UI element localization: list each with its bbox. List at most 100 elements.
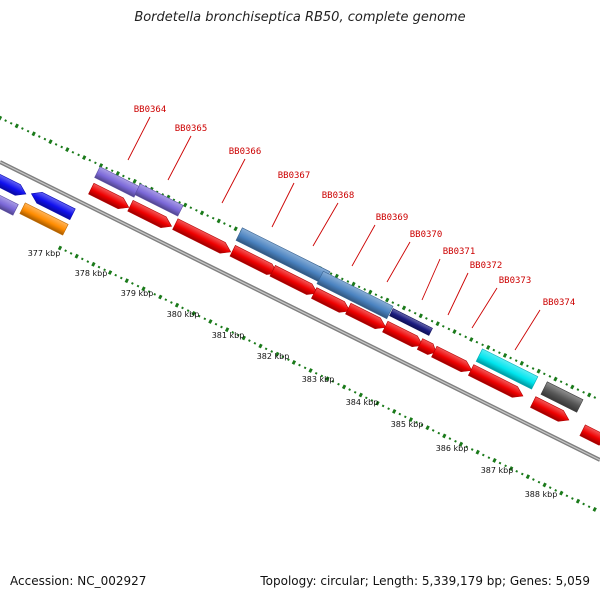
dot-mark — [275, 351, 280, 357]
dot-mark — [353, 390, 357, 394]
dot-mark — [515, 469, 519, 473]
gene-leader-line — [271, 182, 295, 228]
dot-mark — [553, 376, 558, 382]
dot-mark — [401, 305, 407, 311]
dot-mark — [465, 445, 468, 449]
dot-mark — [9, 121, 13, 125]
dot-mark — [348, 388, 351, 391]
gene-label-bb0370: BB0370 — [410, 230, 443, 240]
feature-red-3 — [172, 218, 232, 254]
gene-leader-line — [386, 241, 411, 283]
dot-mark — [248, 339, 251, 342]
backbone-line-inner — [0, 161, 600, 461]
dot-mark — [189, 206, 193, 210]
gene-label-bb0371: BB0371 — [443, 247, 476, 257]
dot-mark — [548, 375, 552, 378]
dot-mark — [475, 340, 479, 344]
dot-mark — [548, 486, 552, 489]
dot-mark — [442, 433, 447, 439]
dot-mark — [82, 155, 87, 161]
dot-mark — [435, 321, 440, 327]
feature-purple-bb0365 — [134, 183, 184, 217]
dot-mark — [37, 135, 41, 138]
dot-mark — [287, 358, 290, 361]
dot-mark — [519, 360, 524, 366]
dot-mark — [464, 335, 468, 339]
dot-mark — [469, 337, 474, 342]
dot-mark — [308, 368, 313, 373]
gene-labels: BB0364BB0365BB0366BB0367BB0368BB0369BB03… — [127, 105, 576, 351]
dot-mark — [211, 216, 215, 220]
dot-mark — [122, 174, 125, 178]
dot-mark — [504, 464, 507, 468]
map-title: Bordetella bronchiseptica RB50, complete… — [134, 10, 466, 25]
feature-red-2 — [127, 199, 173, 228]
position-label: 387 kbp — [481, 466, 514, 475]
feature-gray-bb0374 — [540, 381, 584, 413]
dot-mark — [258, 343, 263, 349]
dot-mark — [481, 453, 485, 457]
feature-purple-bb0364 — [94, 166, 140, 198]
feature-red-1 — [88, 182, 130, 210]
gene-label-bb0368: BB0368 — [322, 191, 355, 201]
position-label: 379 kbp — [121, 289, 154, 298]
dot-mark — [97, 265, 101, 269]
dot-mark — [228, 224, 232, 228]
position-label: 386 kbp — [436, 444, 469, 453]
dot-mark — [241, 335, 246, 341]
dot-mark — [115, 170, 120, 176]
dot-mark — [525, 474, 531, 480]
dot-mark — [31, 131, 36, 137]
gene-leader-line — [421, 258, 441, 301]
dot-mark — [447, 327, 451, 331]
dot-mark — [565, 383, 569, 386]
dot-mark — [224, 327, 230, 333]
feature-red-7 — [345, 302, 387, 330]
dot-mark — [357, 285, 361, 289]
dot-mark — [127, 177, 131, 181]
dot-mark — [531, 367, 535, 370]
gene-label-bb0366: BB0366 — [229, 147, 262, 157]
dot-mark — [370, 399, 374, 402]
dot-mark — [575, 498, 581, 504]
dot-mark — [65, 147, 70, 153]
dot-mark — [153, 292, 157, 296]
dot-mark — [214, 322, 218, 326]
dot-mark — [88, 158, 92, 162]
dot-mark — [542, 482, 547, 488]
dot-mark — [170, 301, 173, 304]
dot-mark — [110, 169, 114, 173]
position-label: 382 kbp — [257, 352, 290, 361]
dot-mark — [430, 319, 434, 323]
gene-features — [0, 166, 600, 446]
dot-mark — [340, 277, 344, 281]
dot-mark — [206, 214, 209, 217]
dot-mark — [60, 145, 64, 149]
dot-mark — [270, 350, 274, 353]
dot-mark — [103, 268, 106, 272]
dot-mark — [498, 351, 501, 355]
dot-mark — [132, 178, 137, 184]
dot-mark — [486, 344, 491, 350]
dot-mark — [532, 478, 535, 481]
dot-mark — [509, 356, 512, 360]
dot-mark — [364, 396, 368, 400]
dot-mark — [413, 311, 417, 315]
gene-label-bb0374: BB0374 — [543, 298, 576, 308]
dot-mark — [408, 417, 414, 423]
dot-mark — [498, 461, 502, 465]
dot-mark — [325, 376, 330, 382]
dot-mark — [337, 382, 340, 386]
dot-mark — [351, 281, 356, 287]
dot-mark — [475, 449, 480, 455]
dot-mark — [509, 466, 514, 472]
position-label: 377 kbp — [28, 249, 61, 258]
dot-mark — [329, 272, 333, 275]
dot-mark — [223, 222, 226, 225]
feature-red-5 — [269, 265, 318, 295]
dot-mark — [375, 400, 380, 406]
dot-mark — [183, 202, 188, 208]
dot-mark — [452, 329, 457, 335]
feature-red-10 — [431, 345, 473, 373]
